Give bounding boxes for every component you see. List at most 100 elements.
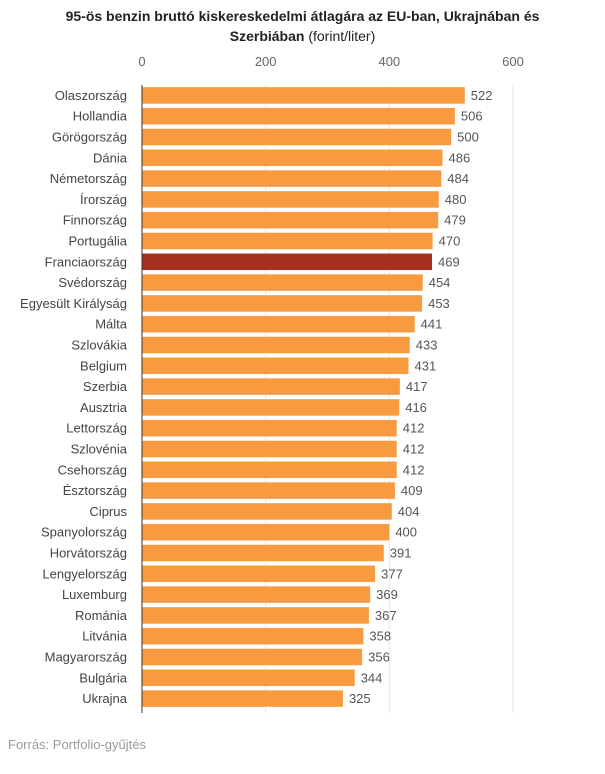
category-label: Bulgária bbox=[79, 670, 127, 685]
bar bbox=[142, 170, 442, 187]
value-label: 417 bbox=[406, 379, 428, 394]
value-label: 522 bbox=[471, 88, 493, 103]
value-label: 412 bbox=[403, 421, 425, 436]
bar bbox=[142, 627, 364, 645]
value-label: 479 bbox=[444, 213, 466, 228]
category-label: Írország bbox=[80, 192, 127, 207]
bar bbox=[142, 565, 376, 583]
bar bbox=[142, 503, 392, 520]
value-label: 344 bbox=[361, 670, 383, 685]
bar bbox=[142, 482, 395, 499]
category-label: Ukrajna bbox=[82, 691, 128, 706]
category-label: Egyesült Királyság bbox=[20, 296, 127, 311]
category-label: Portugália bbox=[68, 234, 127, 249]
tick-label: 0 bbox=[138, 54, 145, 69]
value-label: 500 bbox=[457, 130, 479, 145]
value-label: 367 bbox=[375, 608, 397, 623]
bar bbox=[142, 107, 455, 125]
value-label: 469 bbox=[438, 254, 460, 269]
bar bbox=[142, 523, 390, 541]
bar bbox=[142, 274, 423, 291]
value-label: 412 bbox=[403, 442, 425, 457]
chart-title-unit: (forint/liter) bbox=[304, 28, 376, 44]
category-label: Románia bbox=[75, 608, 128, 623]
category-label: Dánia bbox=[93, 150, 128, 165]
bar bbox=[142, 669, 355, 687]
tick-label: 200 bbox=[255, 54, 277, 69]
category-label: Szlovénia bbox=[71, 442, 128, 457]
category-label: Luxemburg bbox=[62, 587, 127, 602]
value-label: 470 bbox=[439, 234, 461, 249]
value-label: 356 bbox=[368, 650, 390, 665]
value-label: 409 bbox=[401, 483, 423, 498]
category-label: Görögország bbox=[52, 130, 127, 145]
category-label: Szerbia bbox=[83, 379, 128, 394]
category-label: Horvátország bbox=[50, 546, 127, 561]
value-label: 454 bbox=[429, 275, 451, 290]
chart-title-bold-part: Szerbiában bbox=[229, 28, 305, 44]
bar bbox=[142, 232, 433, 250]
category-label: Finnország bbox=[63, 213, 127, 228]
source-note: Forrás: Portfolio-gyűjtés bbox=[8, 737, 146, 752]
value-label: 377 bbox=[381, 566, 403, 581]
value-label: 404 bbox=[398, 504, 420, 519]
category-label: Belgium bbox=[80, 358, 127, 373]
category-label: Hollandia bbox=[73, 109, 128, 124]
category-label: Észtország bbox=[63, 483, 127, 498]
bar bbox=[142, 357, 409, 375]
value-label: 369 bbox=[376, 587, 398, 602]
category-label: Csehország bbox=[58, 462, 127, 477]
bar bbox=[142, 295, 423, 312]
value-label: 416 bbox=[405, 400, 427, 415]
category-label: Olaszország bbox=[55, 88, 127, 103]
bar bbox=[142, 128, 452, 146]
category-label: Németország bbox=[50, 171, 127, 186]
category-label: Magyarország bbox=[45, 650, 127, 665]
category-label: Franciaország bbox=[45, 254, 127, 269]
tick-label: 400 bbox=[378, 54, 400, 69]
category-label: Lettország bbox=[66, 421, 127, 436]
category-label: Litvánia bbox=[82, 629, 128, 644]
bar bbox=[142, 253, 432, 271]
value-label: 400 bbox=[395, 525, 417, 540]
value-label: 486 bbox=[449, 150, 471, 165]
bar bbox=[142, 336, 410, 354]
category-label: Málta bbox=[95, 317, 128, 332]
value-label: 506 bbox=[461, 109, 483, 124]
category-label: Ausztria bbox=[80, 400, 128, 415]
value-labels: 522 506 500 486 484 480 479 470 469 454 453 441 433 4… bbox=[349, 88, 493, 706]
category-label: Ciprus bbox=[89, 504, 127, 519]
value-label: 358 bbox=[369, 629, 391, 644]
bar bbox=[142, 378, 400, 395]
value-label: 391 bbox=[390, 546, 412, 561]
value-label: 484 bbox=[447, 171, 469, 186]
chart-title-line1: 95-ös benzin bruttó kiskereskedelmi átla… bbox=[65, 8, 540, 24]
bars bbox=[142, 87, 465, 707]
bar bbox=[142, 440, 397, 458]
value-label: 480 bbox=[445, 192, 467, 207]
bar bbox=[142, 586, 371, 603]
bar bbox=[142, 399, 400, 416]
bar bbox=[142, 315, 415, 333]
tick-label: 600 bbox=[502, 54, 524, 69]
bar bbox=[142, 607, 369, 624]
bar bbox=[142, 191, 439, 208]
bar bbox=[142, 544, 384, 562]
bar bbox=[142, 690, 343, 707]
value-label: 431 bbox=[415, 358, 437, 373]
category-labels: Olaszország Hollandia Görögország Dánia Néme… bbox=[20, 88, 128, 706]
bar bbox=[142, 648, 363, 666]
value-label: 412 bbox=[403, 462, 425, 477]
chart-title: 95-ös benzin bruttó kiskereskedelmi átla… bbox=[0, 6, 605, 46]
category-label: Spanyolország bbox=[41, 525, 127, 540]
bar bbox=[142, 211, 439, 229]
value-label: 325 bbox=[349, 691, 371, 706]
bar bbox=[142, 419, 397, 437]
bar bbox=[142, 87, 465, 104]
category-label: Szlovákia bbox=[71, 338, 127, 353]
value-label: 433 bbox=[416, 338, 438, 353]
value-label: 441 bbox=[421, 317, 443, 332]
category-label: Svédország bbox=[58, 275, 127, 290]
bar bbox=[142, 149, 443, 167]
